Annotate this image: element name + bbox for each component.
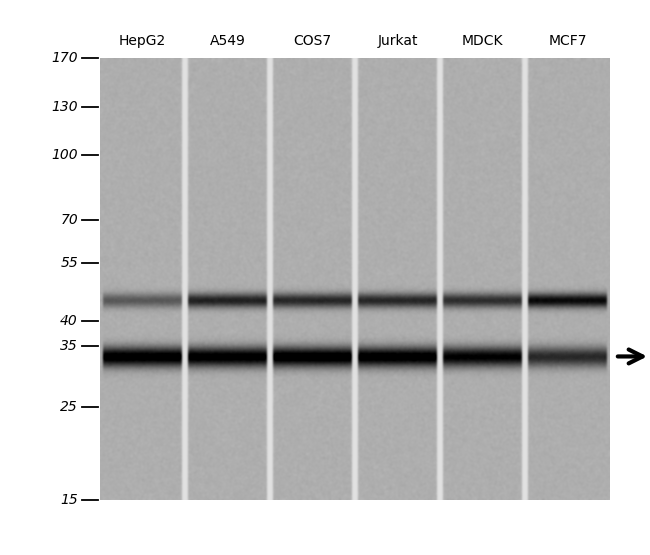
Text: 15: 15 xyxy=(60,493,78,507)
Text: 40: 40 xyxy=(60,315,78,329)
Text: 25: 25 xyxy=(60,400,78,414)
Text: 100: 100 xyxy=(51,148,78,162)
Text: 70: 70 xyxy=(60,213,78,226)
Text: 130: 130 xyxy=(51,100,78,114)
Text: Jurkat: Jurkat xyxy=(377,34,418,48)
Text: MCF7: MCF7 xyxy=(548,34,587,48)
Text: HepG2: HepG2 xyxy=(119,34,166,48)
Text: 55: 55 xyxy=(60,256,78,270)
Text: A549: A549 xyxy=(209,34,246,48)
Text: COS7: COS7 xyxy=(293,34,332,48)
Text: MDCK: MDCK xyxy=(462,34,503,48)
Text: 35: 35 xyxy=(60,339,78,353)
Text: 170: 170 xyxy=(51,51,78,65)
